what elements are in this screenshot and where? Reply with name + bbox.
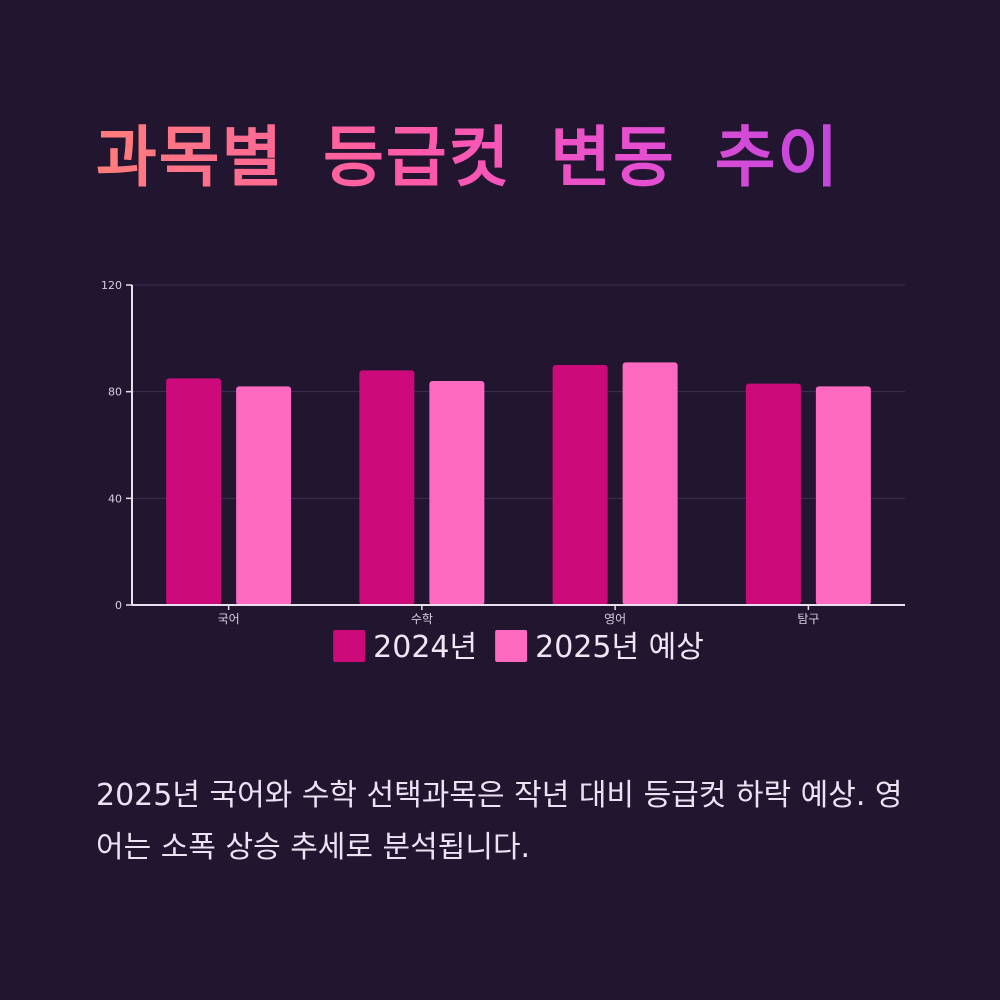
x-tick-label: 탐구 (797, 612, 819, 626)
bar-2024-1 (166, 378, 222, 605)
chart-caption: 2025년 국어와 수학 선택과목은 작년 대비 등급컷 하락 예상. 영어는 … (96, 778, 903, 865)
y-tick-label: 40 (108, 492, 122, 505)
legend: 2024년 2025년 예상 (333, 630, 704, 665)
bar-chart: 0 40 80 120 국어 수학 영어 탐구 2024년 2025년 예상 (101, 279, 905, 665)
legend-swatch (333, 630, 366, 662)
bar-2024-2 (359, 370, 415, 605)
y-tick-label: 80 (108, 386, 122, 399)
bar-2025-2 (429, 381, 485, 605)
legend-label: 2024년 (373, 630, 477, 665)
x-tick-label: 수학 (411, 612, 433, 626)
x-tick-labels: 국어 수학 영어 탐구 (218, 612, 820, 626)
axes (126, 284, 905, 610)
y-tick-label: 120 (101, 279, 122, 292)
bar-2025-3 (622, 362, 678, 605)
x-tick-label: 국어 (218, 612, 240, 626)
x-tick-label: 영어 (604, 612, 626, 626)
bars (166, 362, 871, 605)
legend-swatch (495, 630, 528, 662)
legend-label: 2025년 예상 (535, 630, 704, 665)
y-tick-label: 0 (115, 599, 122, 612)
bar-2025-1 (236, 386, 292, 605)
bar-2024-3 (552, 365, 608, 605)
legend-item-2024: 2024년 (333, 630, 477, 665)
bar-2024-4 (745, 383, 801, 605)
legend-item-2025: 2025년 예상 (495, 630, 704, 665)
page-title: 과목별 등급컷 변동 추이 (96, 119, 841, 196)
y-tick-labels: 0 40 80 120 (101, 279, 122, 612)
bar-2025-4 (815, 386, 871, 605)
